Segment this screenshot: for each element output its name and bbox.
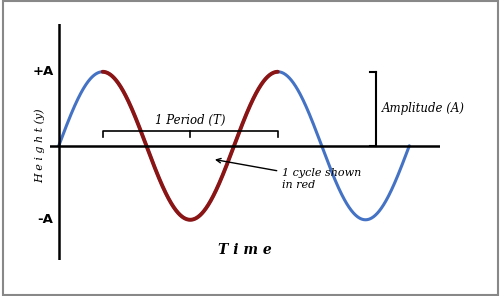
Text: -A: -A	[38, 213, 54, 226]
Text: T i m e: T i m e	[218, 243, 272, 257]
Text: 1 Period (T): 1 Period (T)	[155, 114, 226, 127]
Text: H e i g h t (y): H e i g h t (y)	[34, 108, 45, 183]
Text: 1 cycle shown
in red: 1 cycle shown in red	[216, 158, 362, 189]
Text: +A: +A	[32, 65, 54, 78]
Text: Amplitude (A): Amplitude (A)	[382, 102, 465, 115]
